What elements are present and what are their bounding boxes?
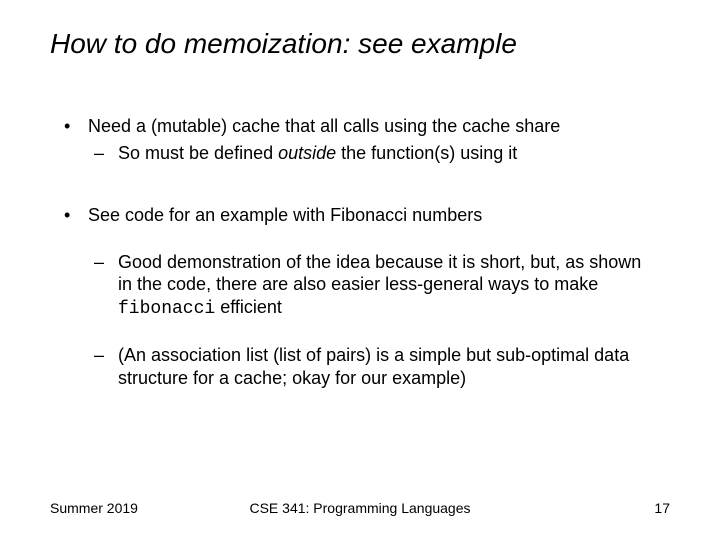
sub-bullet-text: efficient — [215, 297, 282, 317]
bullet-item: Need a (mutable) cache that all calls us… — [60, 115, 660, 164]
italic-text: outside — [278, 143, 336, 163]
sub-bullet-text: (An association list (list of pairs) is … — [118, 345, 629, 388]
sub-bullet-text: Good demonstration of the idea because i… — [118, 252, 641, 295]
sub-bullet-list: So must be defined outside the function(… — [88, 142, 660, 165]
sub-bullet-list: Good demonstration of the idea because i… — [88, 251, 660, 390]
sub-bullet-item: (An association list (list of pairs) is … — [88, 344, 660, 389]
bullet-text: See code for an example with Fibonacci n… — [88, 205, 482, 225]
slide: How to do memoization: see example Need … — [0, 0, 720, 540]
sub-bullet-text: the function(s) using it — [336, 143, 517, 163]
bullet-list: Need a (mutable) cache that all calls us… — [60, 115, 660, 389]
slide-title: How to do memoization: see example — [50, 28, 517, 60]
code-text: fibonacci — [118, 299, 215, 319]
footer-right: 17 — [654, 500, 670, 516]
bullet-item: See code for an example with Fibonacci n… — [60, 204, 660, 389]
footer-center: CSE 341: Programming Languages — [0, 500, 720, 516]
bullet-text: Need a (mutable) cache that all calls us… — [88, 116, 560, 136]
slide-body: Need a (mutable) cache that all calls us… — [60, 115, 660, 429]
sub-bullet-item: So must be defined outside the function(… — [88, 142, 660, 165]
sub-bullet-item: Good demonstration of the idea because i… — [88, 251, 660, 321]
sub-bullet-text: So must be defined — [118, 143, 278, 163]
